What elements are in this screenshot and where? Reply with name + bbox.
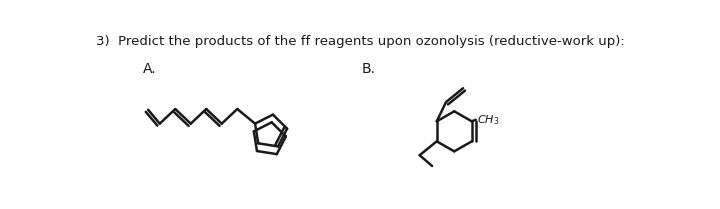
Text: 3)  Predict the products of the ff reagents upon ozonolysis (reductive-work up):: 3) Predict the products of the ff reagen… [96, 35, 625, 48]
Text: CH$_3$: CH$_3$ [477, 113, 500, 127]
Text: A.: A. [143, 62, 156, 76]
Text: B.: B. [361, 62, 375, 76]
